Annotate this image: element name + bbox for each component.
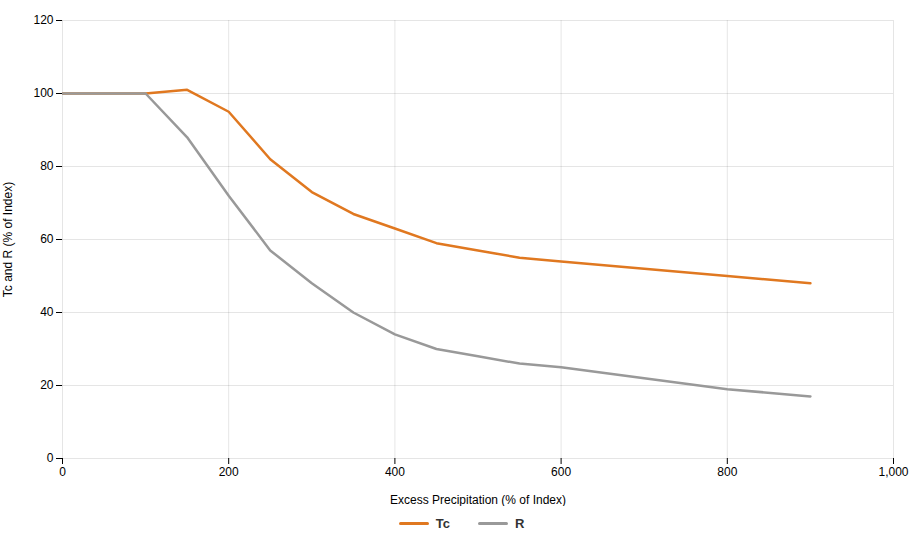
svg-text:200: 200 — [219, 465, 239, 479]
svg-text:400: 400 — [385, 465, 405, 479]
html-text:Tc: Tc — [435, 515, 450, 531]
svg-text:0: 0 — [47, 451, 54, 465]
svg-text:40: 40 — [40, 305, 54, 319]
svg-text:120: 120 — [33, 13, 53, 27]
svg-text:Excess Precipitation (% of Ind: Excess Precipitation (% of Index) — [390, 493, 566, 507]
svg-text:600: 600 — [551, 465, 571, 479]
svg-text:100: 100 — [33, 86, 53, 100]
svg-text:1,000: 1,000 — [878, 465, 908, 479]
svg-text:0: 0 — [59, 465, 66, 479]
svg-text:800: 800 — [717, 465, 737, 479]
svg-text:60: 60 — [40, 232, 54, 246]
svg-text:20: 20 — [40, 378, 54, 392]
svg-text:80: 80 — [40, 159, 54, 173]
svg-text:Tc and R (% of Index): Tc and R (% of Index) — [1, 182, 15, 297]
html-text:R: R — [514, 515, 525, 531]
